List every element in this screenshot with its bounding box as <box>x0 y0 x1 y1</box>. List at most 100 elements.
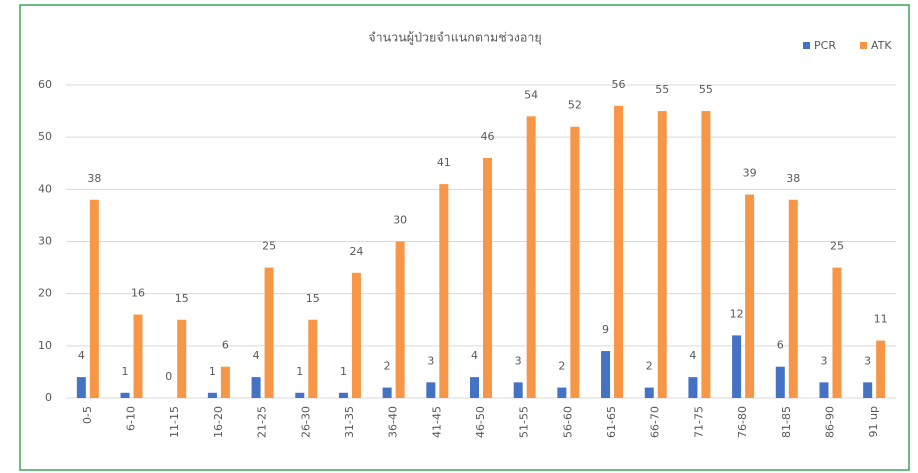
x-tick-label: 86-90 <box>823 406 836 438</box>
bar <box>644 387 654 398</box>
x-tick-label: 56-60 <box>561 406 574 438</box>
bar <box>863 382 873 398</box>
value-label: 38 <box>786 172 800 185</box>
x-tick-label: 26-30 <box>299 406 312 438</box>
value-label: 46 <box>481 130 495 143</box>
bar <box>775 366 785 398</box>
value-label: 6 <box>222 339 229 352</box>
bar <box>395 241 405 398</box>
legend-label: PCR <box>814 39 836 52</box>
bar <box>76 377 86 398</box>
bar <box>701 111 711 398</box>
bar <box>688 377 698 398</box>
x-tick-label: 16-20 <box>212 406 225 438</box>
y-tick-label: 0 <box>45 391 52 404</box>
bar <box>439 184 449 398</box>
bar <box>557 387 567 398</box>
bar <box>832 267 842 398</box>
bar <box>788 199 798 398</box>
bar <box>220 366 230 398</box>
bar <box>177 319 187 398</box>
value-label: 15 <box>175 292 189 305</box>
bar <box>133 314 143 398</box>
value-label: 4 <box>471 349 478 362</box>
x-tick-label: 51-55 <box>518 406 531 438</box>
value-label: 0 <box>165 370 172 383</box>
value-label: 4 <box>78 349 85 362</box>
bar <box>483 158 492 398</box>
value-label: 30 <box>393 214 407 227</box>
value-label: 55 <box>699 83 713 96</box>
bar <box>382 387 392 398</box>
bar <box>120 392 130 398</box>
bar <box>295 392 305 398</box>
value-label: 54 <box>524 88 538 101</box>
x-tick-label: 31-35 <box>343 406 356 438</box>
value-label: 4 <box>689 349 696 362</box>
legend-swatch <box>803 42 810 49</box>
bar <box>207 392 217 398</box>
x-tick-label: 21-25 <box>256 406 269 438</box>
value-label: 38 <box>87 172 101 185</box>
x-tick-label: 11-15 <box>168 406 181 438</box>
value-label: 24 <box>349 245 363 258</box>
bar <box>89 199 99 398</box>
value-label: 25 <box>830 240 844 253</box>
value-label: 11 <box>874 313 888 326</box>
bar <box>614 105 624 398</box>
value-label: 2 <box>558 360 565 373</box>
bar <box>657 111 667 398</box>
chart-frame <box>19 4 910 471</box>
value-label: 1 <box>340 365 347 378</box>
value-label: 41 <box>437 156 451 169</box>
bar <box>526 116 536 399</box>
x-tick-label: 41-45 <box>430 406 443 438</box>
y-tick-label: 50 <box>38 130 52 143</box>
x-tick-label: 61-65 <box>605 406 618 438</box>
value-label: 9 <box>602 323 609 336</box>
value-label: 39 <box>743 167 757 180</box>
bar <box>601 351 611 398</box>
value-label: 1 <box>122 365 129 378</box>
bar <box>264 267 274 398</box>
x-tick-label: 66-70 <box>649 406 662 438</box>
bar <box>351 272 361 398</box>
y-tick-label: 10 <box>38 339 52 352</box>
value-label: 1 <box>209 365 216 378</box>
y-tick-label: 20 <box>38 287 52 300</box>
value-label: 4 <box>253 349 260 362</box>
value-label: 3 <box>515 354 522 367</box>
x-tick-label: 71-75 <box>692 406 705 438</box>
value-label: 25 <box>262 240 276 253</box>
bar <box>426 382 436 398</box>
bar <box>470 377 479 398</box>
legend-swatch <box>860 42 867 49</box>
bar <box>732 335 742 398</box>
x-tick-label: 76-80 <box>736 406 749 438</box>
value-label: 52 <box>568 99 582 112</box>
y-tick-label: 30 <box>38 235 52 248</box>
value-label: 2 <box>384 360 391 373</box>
value-label: 15 <box>306 292 320 305</box>
x-tick-label: 46-50 <box>474 406 487 438</box>
x-tick-label: 81-85 <box>780 406 793 438</box>
value-label: 55 <box>655 83 669 96</box>
bar <box>251 377 261 398</box>
value-label: 12 <box>730 307 744 320</box>
x-tick-label: 6-10 <box>125 406 138 431</box>
chart-title: จำนวนผู้ป่วยจำแนกตามช่วงอายุ <box>368 30 541 46</box>
x-tick-label: 0-5 <box>81 406 94 424</box>
value-label: 56 <box>612 78 626 91</box>
bar <box>338 392 348 398</box>
x-tick-label: 36-40 <box>387 406 400 438</box>
value-label: 3 <box>427 354 434 367</box>
bar <box>745 194 755 398</box>
legend-label: ATK <box>871 39 892 52</box>
bar <box>876 340 886 398</box>
value-label: 3 <box>820 354 827 367</box>
value-label: 3 <box>864 354 871 367</box>
value-label: 16 <box>131 287 145 300</box>
bar <box>570 126 580 398</box>
value-label: 2 <box>646 360 653 373</box>
